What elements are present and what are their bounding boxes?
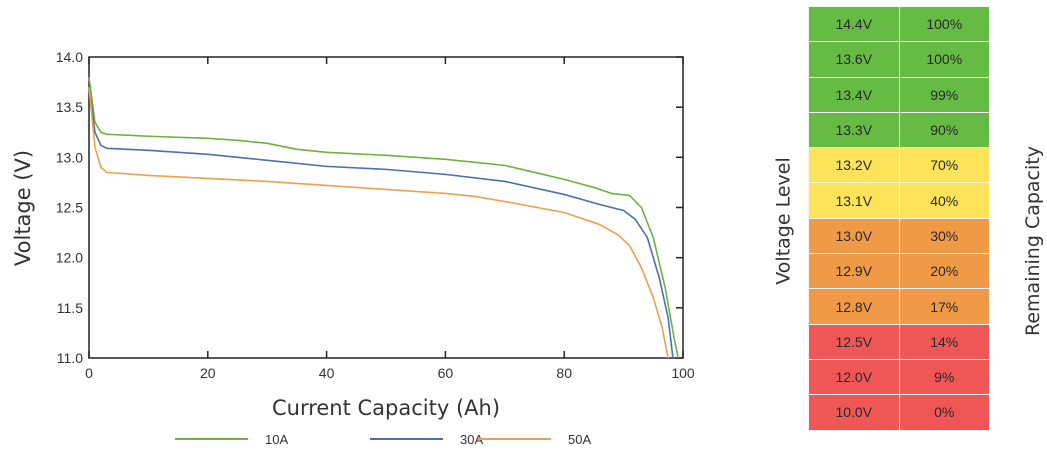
table-row: 13.2V 70% [808,147,990,184]
x-tick-label: 20 [200,365,216,381]
capacity-cell: 100% [898,41,990,78]
x-tick-label: 40 [319,365,335,381]
voltage-cell: 12.8V [808,288,900,325]
voltage-level-label: Voltage Level [772,157,795,285]
table-row: 12.5V 14% [808,323,990,360]
table-row: 14.4V 100% [808,5,990,43]
capacity-cell: 99% [898,76,990,113]
y-tick-label: 11.0 [57,350,83,366]
series-line-10A [88,76,680,359]
voltage-cell: 13.0V [808,217,900,255]
y-tick-label: 13.5 [56,99,83,115]
capacity-cell: 14% [898,323,990,360]
series-line-30A [88,86,674,359]
capacity-cell: 70% [898,147,990,184]
table-row: 13.3V 90% [808,111,990,149]
capacity-cell: 100% [898,5,990,43]
y-axis-label: Voltage (V) [11,150,35,266]
capacity-cell: 40% [898,182,990,219]
table-row: 13.6V 100% [808,41,990,78]
series-line-50A [88,87,669,359]
voltage-capacity-table: 14.4V 100% 13.6V 100% 13.4V 99% 13.3V 90% 13.2V 7… [808,5,990,431]
capacity-cell: 30% [898,217,990,255]
voltage-cell: 13.1V [808,182,900,219]
y-tick-label: 12.0 [56,250,83,266]
remaining-capacity-label: Remaining Capacity [1021,146,1044,336]
x-tick-label: 80 [556,365,572,381]
plot-frame [88,56,684,359]
table-row: 12.8V 17% [808,288,990,325]
table-row: 13.0V 30% [808,217,990,255]
y-tick-label: 12.5 [56,200,83,216]
table-row: 13.4V 99% [808,76,990,113]
discharge-chart: 0 20 40 60 80 100 11.0 11.5 12.0 12.5 13.0 13.5 14.0… [11,49,695,447]
capacity-cell: 20% [898,253,990,290]
x-tick-label: 100 [671,365,695,381]
x-axis-label: Current Capacity (Ah) [272,396,500,420]
voltage-cell: 13.2V [808,147,900,184]
table-row: 12.9V 20% [808,253,990,290]
table-row: 13.1V 40% [808,182,990,219]
capacity-cell: 9% [898,358,990,396]
y-tick-label: 13.0 [56,149,83,165]
legend-label: 50A [568,432,591,447]
voltage-cell: 14.4V [808,5,900,43]
voltage-cell: 13.4V [808,76,900,113]
capacity-cell: 17% [898,288,990,325]
capacity-cell: 90% [898,111,990,149]
voltage-cell: 12.9V [808,253,900,290]
x-tick-label: 0 [85,365,93,381]
capacity-cell: 0% [898,394,990,431]
table-row: 12.0V 9% [808,358,990,396]
legend-label: 30A [460,432,483,447]
legend: 10A 30A 50A [175,432,591,447]
voltage-cell: 12.0V [808,358,900,396]
legend-label: 10A [265,432,288,447]
voltage-cell: 13.3V [808,111,900,149]
table-row: 10.0V 0% [808,394,990,431]
y-tick-label: 11.5 [57,300,83,316]
x-tick-label: 60 [438,365,454,381]
voltage-cell: 10.0V [808,394,900,431]
y-tick-label: 14.0 [56,49,83,65]
voltage-cell: 12.5V [808,323,900,360]
voltage-cell: 13.6V [808,41,900,78]
